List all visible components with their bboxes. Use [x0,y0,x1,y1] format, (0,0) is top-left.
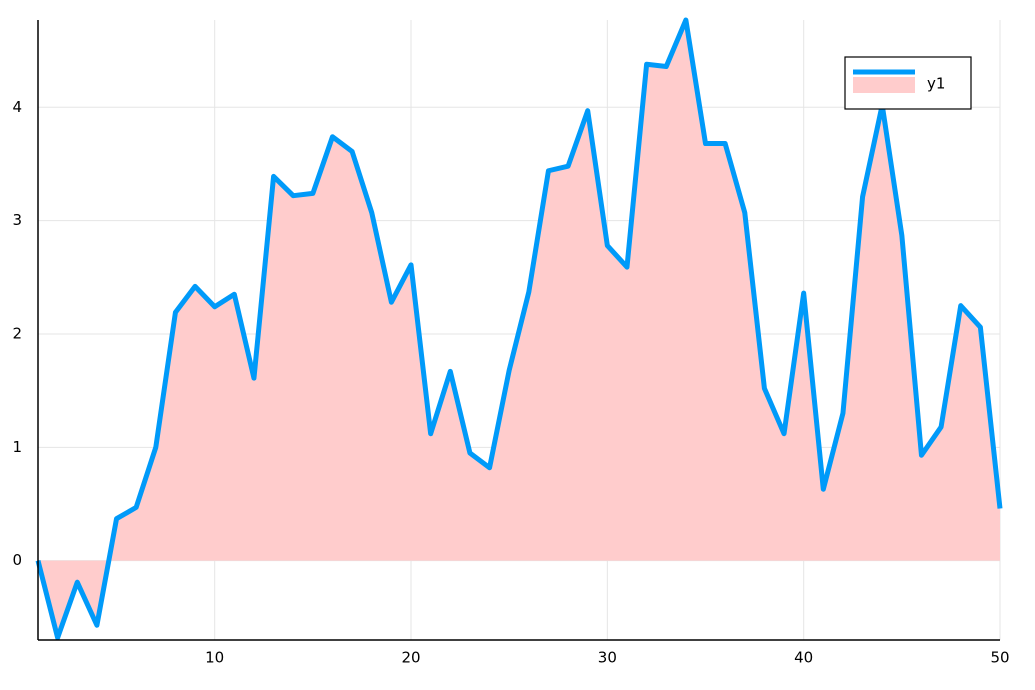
legend-fill [853,77,915,93]
legend: y1 [844,56,972,110]
x-tick-label: 40 [794,649,813,667]
y-tick-label: 1 [12,438,22,456]
y-tick-label: 0 [12,551,22,569]
y-tick-label: 4 [12,98,22,116]
y-tick-label: 2 [12,324,22,342]
y-tick-label: 3 [12,211,22,229]
line [35,17,1003,641]
x-tick-label: 30 [598,649,617,667]
x-tick-label: 50 [990,649,1009,667]
area-fill [38,20,1000,638]
legend-label: y1 [927,75,945,93]
x-tick-label: 20 [401,649,420,667]
x-tick-label: 10 [205,649,224,667]
